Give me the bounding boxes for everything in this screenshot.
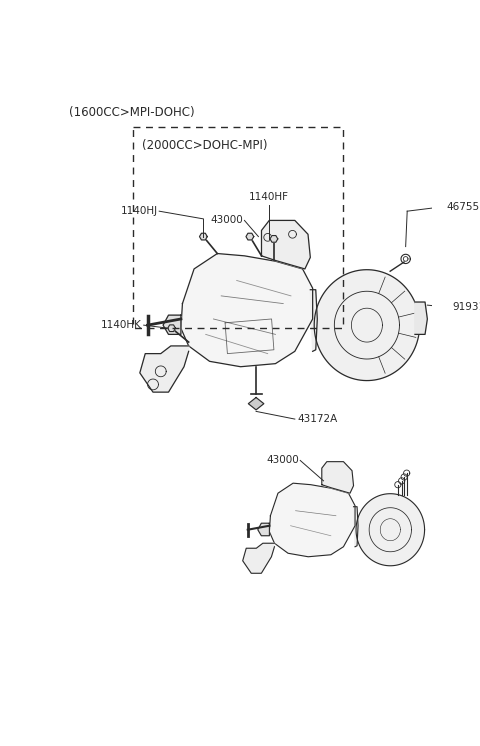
Text: 43000: 43000 <box>266 456 299 466</box>
Polygon shape <box>262 220 311 269</box>
Polygon shape <box>181 254 312 367</box>
Text: 46755E: 46755E <box>446 201 480 212</box>
Polygon shape <box>314 270 420 380</box>
Text: 43172A: 43172A <box>297 414 337 424</box>
Text: (2000CC>DOHC-MPI): (2000CC>DOHC-MPI) <box>142 140 267 152</box>
Text: 1140HJ: 1140HJ <box>120 206 157 216</box>
Polygon shape <box>243 543 275 573</box>
Bar <box>132 127 343 328</box>
Polygon shape <box>246 233 254 240</box>
Polygon shape <box>354 507 358 547</box>
Text: 43000: 43000 <box>210 216 243 225</box>
Polygon shape <box>311 289 317 351</box>
Polygon shape <box>258 523 269 536</box>
Text: 1140HF: 1140HF <box>249 192 289 202</box>
Polygon shape <box>200 233 207 240</box>
Polygon shape <box>248 398 264 410</box>
Polygon shape <box>356 494 424 565</box>
Polygon shape <box>140 346 189 392</box>
Text: (1600CC>MPI-DOHC): (1600CC>MPI-DOHC) <box>69 107 195 119</box>
Text: 1140HK: 1140HK <box>101 320 142 330</box>
Polygon shape <box>322 462 354 493</box>
Polygon shape <box>168 325 176 331</box>
Text: 91931: 91931 <box>452 302 480 313</box>
Polygon shape <box>270 236 278 242</box>
Polygon shape <box>415 302 427 334</box>
Polygon shape <box>269 483 355 557</box>
Polygon shape <box>163 315 181 334</box>
